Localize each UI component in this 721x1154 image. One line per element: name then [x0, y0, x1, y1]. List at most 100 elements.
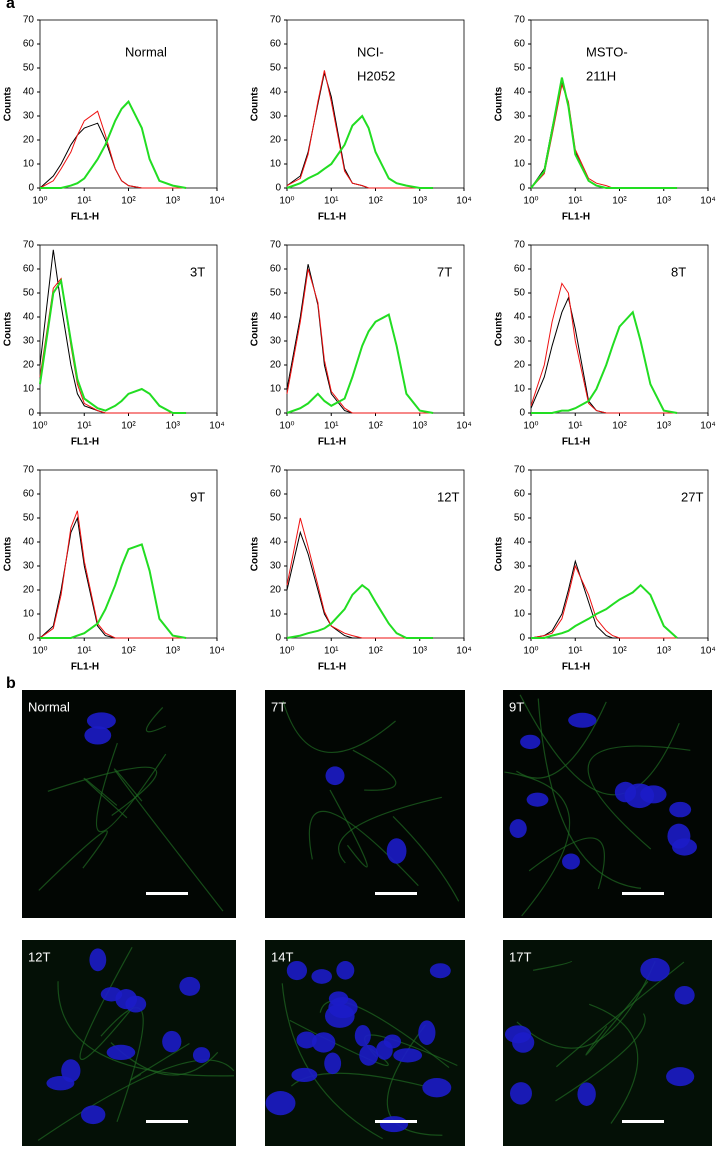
nucleus: [666, 1067, 695, 1087]
image-label: 7T: [271, 699, 286, 714]
y-tick-label: 40: [270, 312, 282, 323]
nucleus: [324, 1052, 342, 1075]
nucleus: [509, 819, 527, 838]
membrane: [95, 742, 167, 833]
x-tick-label: 10⁴: [209, 421, 224, 432]
nucleus: [100, 987, 123, 1002]
histogram-curve: [286, 517, 434, 639]
y-tick-label: 70: [270, 15, 282, 26]
y-tick-label: 40: [23, 87, 35, 98]
y-tick-label: 0: [275, 408, 281, 419]
y-tick-label: 20: [23, 360, 35, 371]
x-axis-label: FL1-H: [318, 662, 346, 673]
x-axis-label: FL1-H: [318, 212, 346, 223]
nucleus: [179, 976, 201, 996]
x-tick-label: 10¹: [77, 196, 92, 207]
nucleus: [265, 1091, 296, 1116]
y-tick-label: 50: [514, 513, 526, 524]
histogram-curve: [39, 249, 187, 414]
nucleus: [386, 838, 407, 864]
histogram-curve: [39, 122, 187, 189]
nucleus: [526, 792, 549, 807]
y-tick-label: 30: [23, 336, 35, 347]
y-tick-label: 20: [23, 135, 35, 146]
nucleus: [383, 1034, 402, 1049]
nucleus: [624, 783, 655, 809]
x-tick-label: 10³: [413, 421, 428, 432]
y-tick-label: 10: [270, 159, 282, 170]
membrane: [37, 1059, 235, 1141]
y-tick-label: 0: [275, 183, 281, 194]
scale-bar: [146, 1120, 188, 1123]
y-axis-label: Counts: [3, 86, 14, 121]
x-tick-label: 10⁰: [523, 196, 538, 207]
y-tick-label: 70: [514, 240, 526, 251]
y-axis-label: Counts: [494, 86, 505, 121]
x-tick-label: 10¹: [324, 421, 339, 432]
y-tick-label: 20: [23, 585, 35, 596]
x-tick-label: 10³: [413, 196, 428, 207]
micrograph: 7T: [265, 690, 465, 918]
nucleus: [379, 1116, 409, 1133]
micrograph: 14T: [265, 940, 465, 1146]
histogram-curve: [39, 516, 187, 639]
histogram-curve: [530, 282, 678, 414]
y-axis-label: Counts: [494, 536, 505, 571]
y-tick-label: 70: [514, 465, 526, 476]
y-tick-label: 30: [514, 336, 526, 347]
y-tick-label: 10: [23, 609, 35, 620]
y-tick-label: 30: [514, 111, 526, 122]
nucleus: [577, 1082, 596, 1106]
y-tick-label: 10: [514, 609, 526, 620]
nucleus: [81, 1105, 106, 1125]
x-tick-label: 10⁴: [700, 646, 715, 657]
y-tick-label: 60: [270, 489, 282, 500]
micrograph: 9T: [503, 690, 712, 918]
y-tick-label: 50: [270, 513, 282, 524]
membrane: [519, 694, 680, 796]
image-label: Normal: [28, 699, 70, 714]
nucleus: [568, 712, 597, 728]
y-tick-label: 0: [28, 633, 34, 644]
nucleus: [393, 1048, 423, 1063]
nucleus: [359, 1044, 379, 1066]
membrane: [392, 816, 460, 902]
x-tick-label: 10¹: [568, 196, 583, 207]
y-tick-label: 10: [270, 384, 282, 395]
annotation: 12T: [437, 489, 459, 504]
membrane: [282, 700, 396, 754]
y-tick-label: 70: [23, 465, 35, 476]
y-tick-label: 40: [514, 537, 526, 548]
x-tick-label: 10⁴: [456, 646, 471, 657]
nucleus: [422, 1077, 452, 1098]
y-axis-label: Counts: [250, 86, 261, 121]
membrane: [57, 981, 234, 1077]
nucleus: [562, 853, 580, 870]
nucleus: [512, 1032, 535, 1053]
image-label: 17T: [509, 949, 531, 964]
y-tick-label: 10: [23, 159, 35, 170]
panel-label: b: [6, 675, 16, 692]
membrane: [329, 789, 368, 868]
micrograph-bg: [22, 690, 236, 918]
y-tick-label: 40: [270, 87, 282, 98]
x-tick-label: 10⁰: [523, 421, 538, 432]
micrograph-bg: [503, 940, 712, 1146]
y-tick-label: 40: [514, 87, 526, 98]
histogram-curve: [530, 82, 678, 189]
nucleus: [192, 1047, 211, 1064]
y-tick-label: 10: [270, 609, 282, 620]
nucleus: [311, 969, 332, 984]
x-tick-label: 10⁴: [456, 421, 471, 432]
histogram-curve: [40, 543, 187, 639]
membrane: [528, 837, 606, 890]
membrane: [113, 768, 224, 912]
y-axis-label: Counts: [3, 536, 14, 571]
y-tick-label: 20: [514, 585, 526, 596]
y-tick-label: 20: [514, 360, 526, 371]
y-tick-label: 40: [270, 537, 282, 548]
histogram-curve: [39, 510, 187, 639]
histogram-curve: [39, 110, 187, 189]
y-tick-label: 60: [270, 39, 282, 50]
nucleus: [61, 1059, 81, 1083]
